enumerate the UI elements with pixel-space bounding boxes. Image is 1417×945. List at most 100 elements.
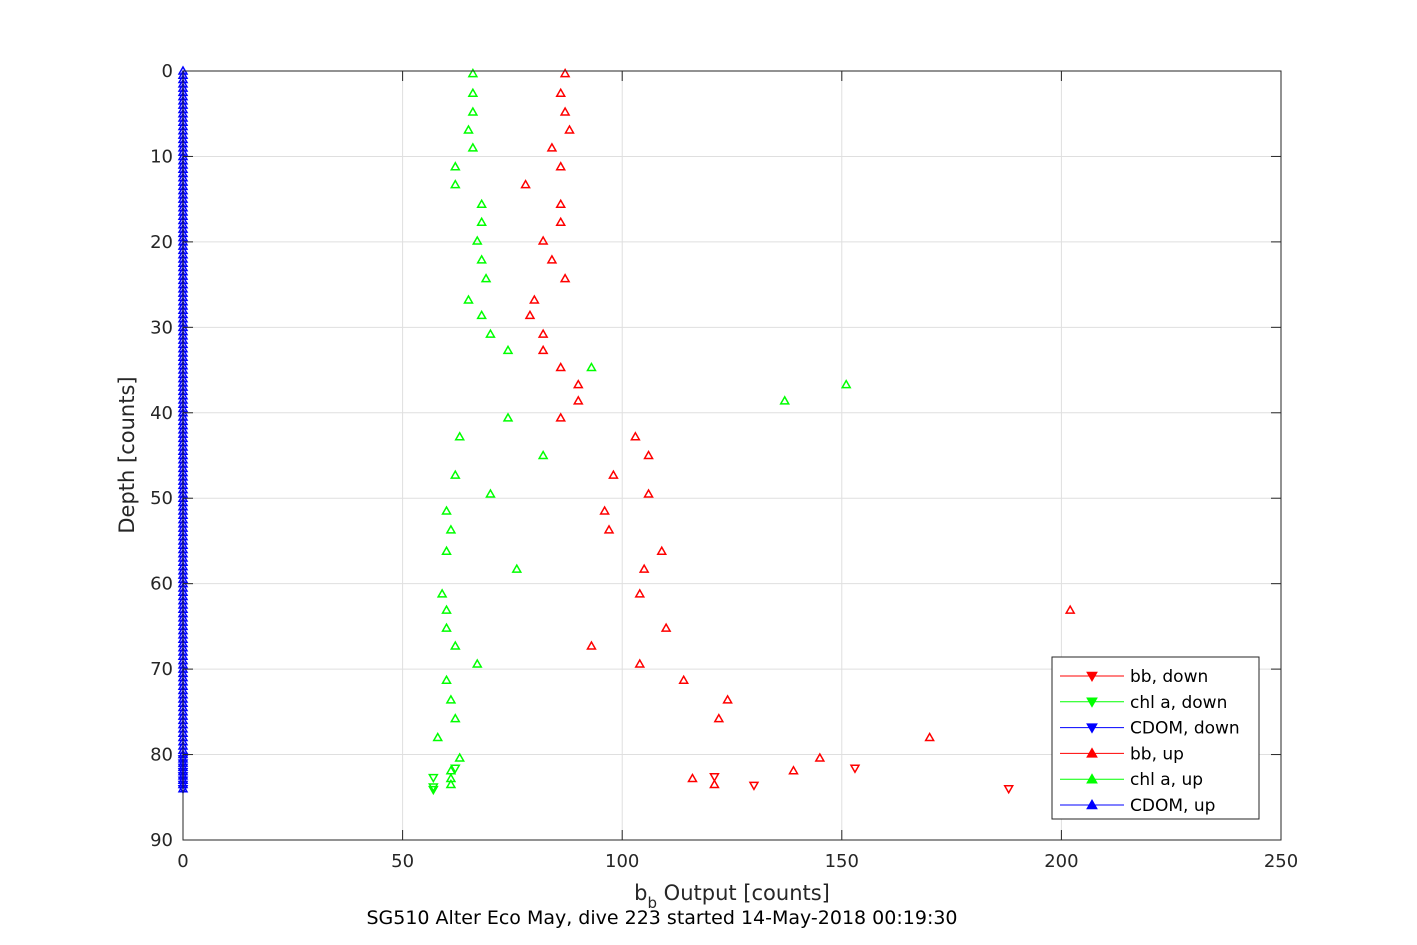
y-tick-label: 80 — [150, 745, 173, 766]
data-point — [814, 752, 826, 762]
y-axis-ticks: 0 10 20 30 40 50 60 70 80 90 — [150, 61, 1281, 851]
data-point — [441, 545, 452, 555]
legend: bb, down chl a, down CDOM, down bb, up chl a… — [1051, 656, 1260, 820]
data-point — [748, 781, 760, 791]
data-point — [450, 640, 461, 650]
legend-label: CDOM, up — [1130, 796, 1215, 816]
x-axis-label: bb Output [counts] — [634, 881, 830, 912]
data-point — [476, 216, 487, 226]
data-point — [634, 658, 646, 668]
x-tick-label: 50 — [391, 851, 414, 872]
legend-label: chl a, down — [1130, 693, 1227, 713]
legend-entry: CDOM, up — [1060, 796, 1215, 816]
data-point — [450, 179, 461, 189]
data-point — [849, 764, 861, 774]
data-point — [471, 235, 483, 245]
data-point — [467, 68, 479, 78]
y-tick-label: 20 — [150, 232, 173, 253]
legend-label: CDOM, down — [1130, 719, 1240, 739]
data-point — [454, 431, 465, 441]
data-point — [779, 395, 790, 405]
data-point — [572, 379, 584, 389]
legend-label: bb, up — [1130, 744, 1184, 764]
y-tick-label: 50 — [150, 488, 173, 509]
data-point — [559, 273, 571, 283]
data-point — [524, 309, 536, 320]
x-tick-label: 100 — [605, 851, 639, 872]
data-point — [555, 87, 567, 97]
data-point — [555, 198, 567, 209]
data-point — [428, 785, 439, 796]
data-point — [678, 674, 689, 684]
data-point — [485, 328, 496, 338]
data-point — [559, 106, 571, 116]
data-point — [555, 161, 567, 171]
data-point — [467, 87, 479, 97]
series-chl-a-down — [428, 764, 461, 796]
legend-marker — [1086, 723, 1098, 734]
data-point — [476, 309, 487, 320]
data-point — [441, 505, 452, 515]
data-point — [432, 731, 444, 742]
data-point — [660, 622, 672, 632]
data-point — [638, 563, 650, 573]
data-point — [445, 778, 457, 789]
data-point — [471, 658, 483, 668]
data-point — [713, 713, 725, 723]
data-point — [634, 588, 646, 598]
legend-label: chl a, up — [1130, 770, 1203, 790]
data-point — [428, 773, 439, 784]
x-tick-label: 250 — [1264, 851, 1298, 872]
data-point — [586, 640, 597, 650]
y-tick-label: 90 — [150, 830, 173, 851]
data-point — [643, 488, 654, 498]
data-point — [687, 772, 698, 783]
data-point — [450, 713, 461, 723]
x-axis-ticks: 0 50 100 150 200 250 — [177, 71, 1298, 872]
data-point — [722, 694, 733, 704]
data-point — [555, 412, 567, 422]
data-point — [603, 524, 615, 534]
data-point — [520, 179, 531, 189]
data-point — [450, 161, 461, 171]
data-point — [924, 731, 935, 742]
data-point — [559, 68, 571, 78]
data-point — [537, 344, 549, 355]
y-axis-label: Depth [counts] — [115, 376, 139, 533]
data-point — [428, 783, 439, 793]
data-point — [630, 431, 641, 441]
legend-entry: chl a, down — [1060, 693, 1227, 713]
x-tick-label: 200 — [1044, 851, 1078, 872]
legend-marker — [1086, 773, 1098, 784]
data-point — [656, 545, 668, 555]
data-point — [511, 563, 523, 573]
data-point — [788, 765, 799, 775]
data-point — [502, 344, 514, 355]
data-point — [586, 361, 597, 372]
data-point — [555, 216, 567, 226]
series-bb-down — [709, 764, 1014, 795]
data-point — [467, 106, 479, 116]
y-tick-label: 70 — [150, 659, 173, 680]
data-point — [476, 198, 487, 209]
legend-marker — [1086, 798, 1098, 810]
y-tick-label: 10 — [150, 146, 173, 167]
data-point — [537, 449, 549, 460]
data-point — [441, 622, 452, 632]
data-point — [546, 142, 558, 152]
data-point — [463, 294, 474, 304]
legend-label: bb, down — [1130, 667, 1208, 687]
data-point — [709, 778, 720, 789]
data-point — [445, 694, 457, 704]
y-tick-label: 60 — [150, 574, 173, 595]
data-point — [441, 604, 452, 614]
data-point — [450, 764, 461, 774]
data-point — [1064, 604, 1076, 614]
data-point — [1003, 784, 1014, 795]
data-point — [546, 254, 558, 264]
data-point — [480, 273, 492, 283]
x-tick-label: 150 — [825, 851, 859, 872]
data-point — [643, 449, 654, 460]
legend-marker — [1086, 747, 1098, 758]
legend-entry: bb, up — [1060, 744, 1184, 764]
